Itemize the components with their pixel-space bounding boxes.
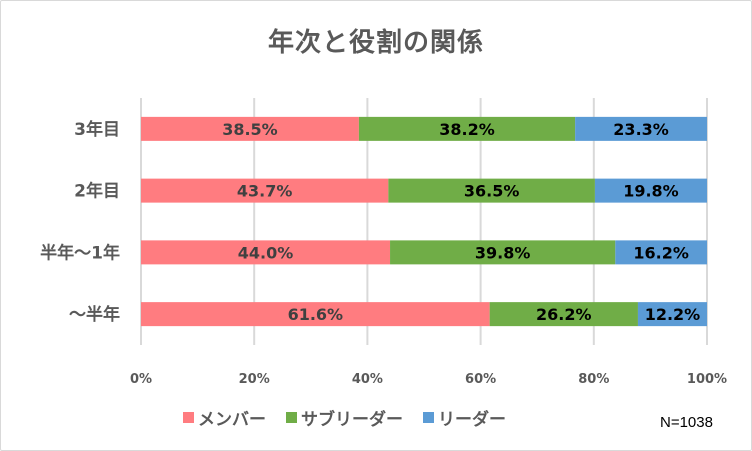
legend-swatch (286, 412, 297, 423)
legend-label: メンバー (198, 410, 266, 430)
x-tick-label: 0% (130, 372, 152, 387)
legend-swatch (423, 412, 434, 423)
sample-size-annotation: N=1038 (660, 414, 713, 431)
bar-segment (615, 240, 707, 265)
legend-item: サブリーダー (286, 405, 403, 430)
data-label: 23.3% (613, 120, 669, 139)
bar-segment (575, 116, 707, 141)
category-label: 2年目 (74, 181, 120, 202)
legend-swatch (183, 412, 194, 423)
bar-segment (358, 116, 576, 141)
x-tick-label: 60% (465, 372, 496, 387)
bar-segment (390, 240, 616, 265)
legend-item: メンバー (183, 405, 266, 430)
data-label: 16.2% (633, 243, 689, 262)
data-label: 61.6% (288, 305, 344, 324)
bar-segment (141, 302, 490, 327)
bar-segment (141, 240, 391, 265)
data-label: 44.0% (238, 243, 294, 262)
bar-segment (388, 178, 595, 203)
x-tick-label: 80% (578, 372, 609, 387)
data-label: 39.8% (475, 243, 531, 262)
data-label: 43.7% (237, 182, 293, 201)
x-tick-label: 100% (687, 372, 727, 387)
x-tick-label: 20% (239, 372, 270, 387)
chart-title: 年次と役割の関係 (267, 28, 484, 58)
data-label: 38.2% (439, 120, 495, 139)
bar-segment (141, 116, 359, 141)
bar-segment (141, 178, 389, 203)
bar-segment (637, 302, 707, 327)
data-label: 36.5% (464, 182, 520, 201)
legend-label: リーダー (438, 410, 506, 430)
category-label: 半年〜1年 (40, 242, 120, 263)
data-label: 19.8% (623, 182, 679, 201)
legend: メンバー サブリーダー リーダー (183, 405, 506, 430)
bar-segment (489, 302, 638, 327)
data-label: 38.5% (222, 120, 278, 139)
legend-label: サブリーダー (301, 410, 403, 430)
x-tick-label: 40% (352, 372, 383, 387)
legend-item: リーダー (423, 405, 506, 430)
data-label: 26.2% (536, 305, 592, 324)
category-label: 〜半年 (69, 304, 120, 325)
bar-segment (594, 178, 707, 203)
data-label: 12.2% (645, 305, 701, 324)
category-label: 3年目 (74, 119, 120, 140)
